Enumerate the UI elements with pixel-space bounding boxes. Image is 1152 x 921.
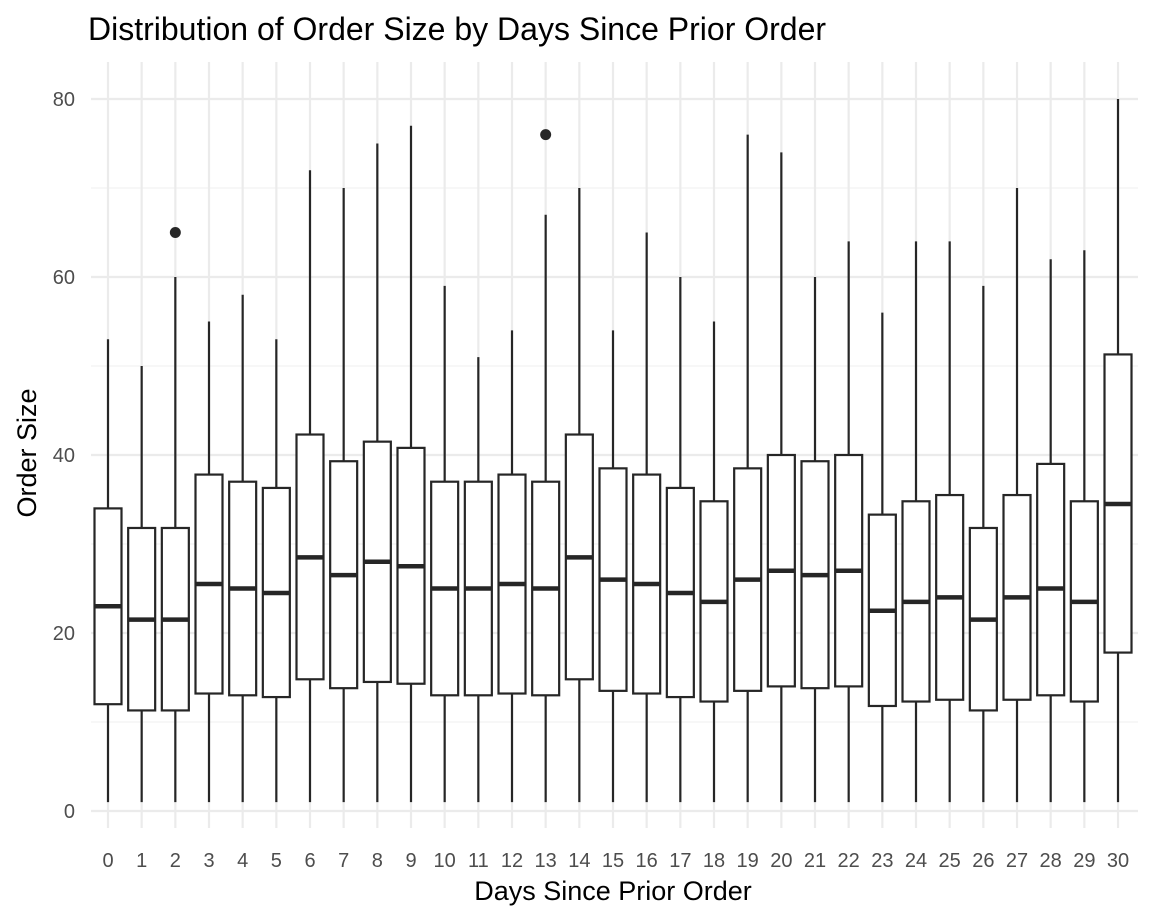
x-tick-label: 16 <box>636 850 658 872</box>
box-group-13 <box>531 129 561 803</box>
box-group-3 <box>194 321 224 803</box>
x-tick-label: 4 <box>237 850 248 872</box>
y-axis-ticks: 0 20 40 60 80 <box>53 89 75 823</box>
x-tick-label: 10 <box>434 850 456 872</box>
x-tick-label: 9 <box>405 850 416 872</box>
x-tick-label: 11 <box>468 850 489 872</box>
box-group-27 <box>1002 188 1032 803</box>
box-group-19 <box>733 134 763 803</box>
x-tick-label: 27 <box>1006 850 1028 872</box>
x-tick-label: 3 <box>203 850 214 872</box>
x-axis-ticks: 0 1 2 3 4 5 6 7 8 9 10 11 12 13 14 15 16 17 18 19 20 21 22 23 24… <box>102 850 1129 872</box>
box-group-26 <box>968 285 998 803</box>
x-axis-title: Days Since Prior Order <box>474 876 752 906</box>
box-group-28 <box>1036 259 1066 803</box>
x-tick-label: 18 <box>703 850 725 872</box>
box-group-1 <box>127 366 157 803</box>
box-group-7 <box>329 188 359 803</box>
chart-title: Distribution of Order Size by Days Since… <box>88 11 826 47</box>
box-group-10 <box>430 285 460 803</box>
x-tick-label: 0 <box>102 850 113 872</box>
x-tick-label: 30 <box>1107 850 1129 872</box>
x-tick-label: 5 <box>271 850 282 872</box>
x-tick-label: 1 <box>136 850 147 872</box>
outlier-point <box>169 227 181 238</box>
box-group-9 <box>396 125 426 803</box>
box-group-22 <box>834 241 864 803</box>
x-tick-label: 12 <box>501 850 523 872</box>
box-iqr <box>1036 462 1066 697</box>
box-group-14 <box>564 188 594 803</box>
y-tick-label: 40 <box>53 445 75 467</box>
box-group-16 <box>632 232 662 803</box>
box-group-18 <box>699 321 729 803</box>
box-group-11 <box>463 357 493 803</box>
x-tick-label: 25 <box>939 850 961 872</box>
x-tick-label: 29 <box>1073 850 1095 872</box>
box-group-4 <box>228 294 258 803</box>
x-tick-label: 22 <box>838 850 860 872</box>
y-tick-label: 60 <box>53 267 75 289</box>
box-group-17 <box>665 277 695 803</box>
x-tick-label: 8 <box>372 850 383 872</box>
x-tick-label: 19 <box>737 850 759 872</box>
x-tick-label: 15 <box>602 850 624 872</box>
box-group-29 <box>1069 250 1099 803</box>
box-group-0 <box>93 339 123 803</box>
x-tick-label: 26 <box>972 850 994 872</box>
x-tick-label: 14 <box>568 850 590 872</box>
box-group-25 <box>935 241 965 803</box>
box-group-5 <box>261 339 291 803</box>
box-group-12 <box>497 330 527 803</box>
x-tick-label: 23 <box>871 850 893 872</box>
y-axis-title: Order Size <box>12 388 42 517</box>
x-tick-label: 6 <box>304 850 315 872</box>
x-tick-label: 13 <box>535 850 557 872</box>
box-group-2 <box>160 227 190 803</box>
x-tick-label: 2 <box>170 850 181 872</box>
y-tick-label: 20 <box>53 623 75 645</box>
box-group-20 <box>766 152 796 803</box>
x-tick-label: 20 <box>770 850 792 872</box>
x-tick-label: 17 <box>669 850 691 872</box>
x-tick-label: 28 <box>1040 850 1062 872</box>
box-group-8 <box>362 143 392 803</box>
box-group-6 <box>295 170 325 803</box>
x-tick-label: 24 <box>905 850 927 872</box>
box-group-15 <box>598 330 628 803</box>
box-group-23 <box>867 312 897 803</box>
box-group-21 <box>800 277 830 803</box>
box-group-30 <box>1103 99 1133 803</box>
y-tick-label: 0 <box>64 801 75 823</box>
grid-layer <box>91 62 1138 828</box>
y-tick-label: 80 <box>53 89 75 111</box>
outlier-point <box>540 129 552 141</box>
box-group-24 <box>901 241 931 803</box>
x-tick-label: 7 <box>338 850 349 872</box>
box-layer <box>93 99 1133 803</box>
x-tick-label: 21 <box>804 850 826 872</box>
